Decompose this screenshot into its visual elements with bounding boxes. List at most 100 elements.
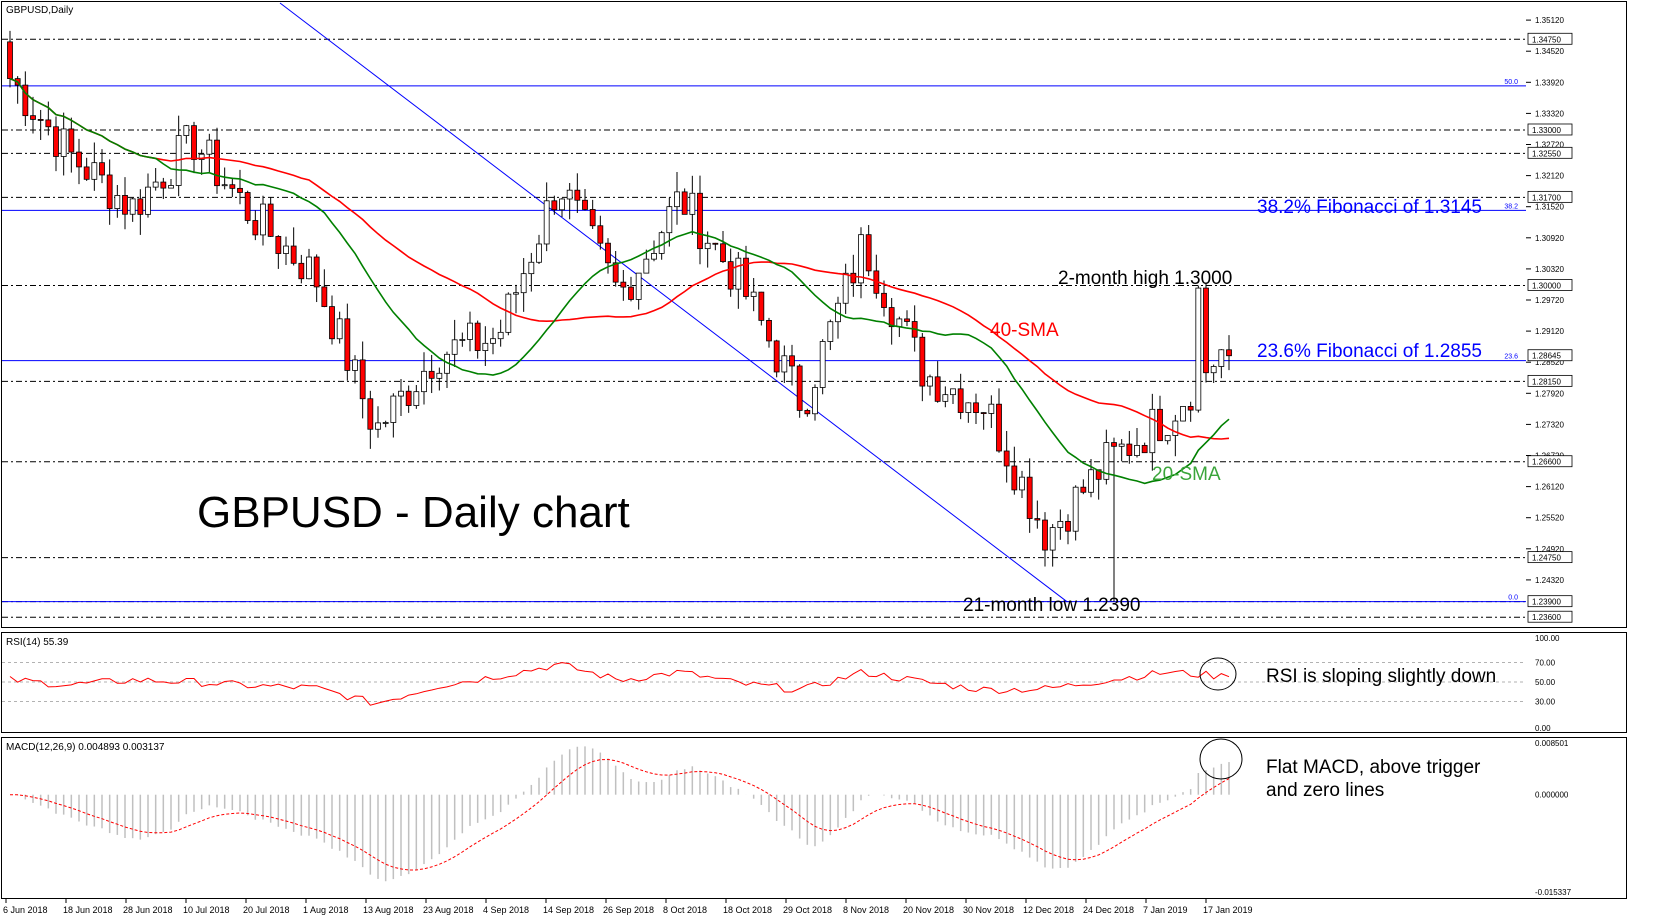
candle-body [919,336,926,387]
high-annotation: 2-month high 1.3000 [1058,268,1232,289]
candle-body [214,139,220,187]
candle-body [597,225,604,244]
candle-body [306,256,312,280]
candle-body [290,245,297,264]
price-tick-label: 1.35120 [1535,16,1564,25]
price-tick-label: 1.30320 [1535,265,1564,274]
candle-body [221,184,228,187]
candle-body [198,153,205,160]
candle-body [145,186,151,215]
candle-body [68,128,75,153]
rsi-highlight-circle [1199,657,1237,691]
date-tick-label: 6 Jun 2018 [3,905,48,915]
candle-body [267,203,274,237]
candle-body [83,166,90,180]
candle-body [375,422,381,430]
trendline [279,2,1068,603]
candle-body [965,402,972,413]
price-level-box [1527,123,1573,136]
candle-body [1049,527,1056,551]
price-tick-label: 1.31520 [1535,203,1564,212]
candle-body [520,273,527,294]
rsi-tick-label: 70.00 [1535,658,1556,667]
candle-body [773,340,780,373]
candle-body [651,253,657,260]
candle-body [850,272,857,284]
candle-body [528,261,535,275]
candle-body [1164,435,1171,442]
price-tick-label: 1.34520 [1535,47,1564,56]
candle-body [927,376,933,387]
macd-signal-line [9,758,1230,871]
candle-body [1065,520,1071,532]
date-tick-label: 23 Aug 2018 [423,905,474,915]
price-tick-label: 1.26120 [1535,483,1564,492]
candle-body [888,307,895,328]
candle-body [237,187,243,193]
candle-body [620,281,627,288]
candle-body [559,198,565,211]
candle-body [336,318,343,340]
candle-body [60,128,67,157]
candle-body [804,410,811,415]
candle-body [842,272,849,304]
price-tick-label: 1.32120 [1535,172,1564,181]
candle-body [643,258,650,274]
fib-tag: 38.2 [1504,203,1518,210]
candle-body [1057,520,1064,528]
moving-averages [9,77,1230,485]
date-tick-label: 4 Sep 2018 [483,905,529,915]
candle-body [1141,444,1148,454]
candle-body [398,390,404,397]
candle-body [566,189,573,200]
candle-body [819,341,826,388]
symbol-label: GBPUSD,Daily [6,5,73,16]
candle-body [382,422,389,424]
candle-body [681,191,688,215]
candle-body [313,256,320,288]
price-tick-label: 1.29120 [1535,327,1564,336]
price-level-box [1527,190,1573,203]
rsi-note: RSI is sloping slightly down [1266,666,1496,687]
candle-body [689,192,696,215]
date-tick-label: 26 Sep 2018 [603,905,654,915]
candle-body [934,376,941,402]
candle-body [152,181,159,188]
price-level-box [1527,146,1573,159]
candle-body [942,394,949,402]
price-level-label: 1.28150 [1532,377,1561,386]
rsi-tick-label: 0.00 [1535,724,1551,733]
candle-body [191,125,197,160]
date-tick-label: 14 Sep 2018 [543,905,594,915]
candle-body [260,203,266,236]
price-level-label: 1.23900 [1532,598,1561,607]
rsi-label: RSI(14) 55.39 [6,637,69,648]
candle-body [1011,465,1018,491]
sma20-line [9,77,1230,485]
candle-body [704,242,711,250]
price-tick-label: 1.24920 [1535,545,1564,554]
price-tick-label: 1.29720 [1535,296,1564,305]
price-tick-label: 1.27920 [1535,389,1564,398]
date-tick-label: 29 Oct 2018 [783,905,832,915]
candle-body [658,232,665,254]
candle-body [114,195,121,209]
candle-body [904,318,910,322]
fib382-annotation: 38.2% Fibonacci of 1.3145 [1257,197,1482,218]
candle-body [720,243,726,263]
candle-body [7,41,13,80]
candle-body [536,243,542,263]
candle-body [812,387,818,415]
macd-note-1: Flat MACD, above trigger [1266,757,1481,778]
low-annotation: 21-month low 1.2390 [963,595,1140,616]
candle-body [459,339,466,341]
candle-body [712,242,719,245]
price-level-box [1527,32,1573,45]
candle-body [1072,486,1079,532]
price-level-label: 1.30000 [1532,281,1561,290]
candle-body [91,162,98,180]
price-level-box [1527,551,1573,564]
candle-body [129,198,136,215]
candle-body [781,355,788,373]
candle-body [490,338,496,344]
